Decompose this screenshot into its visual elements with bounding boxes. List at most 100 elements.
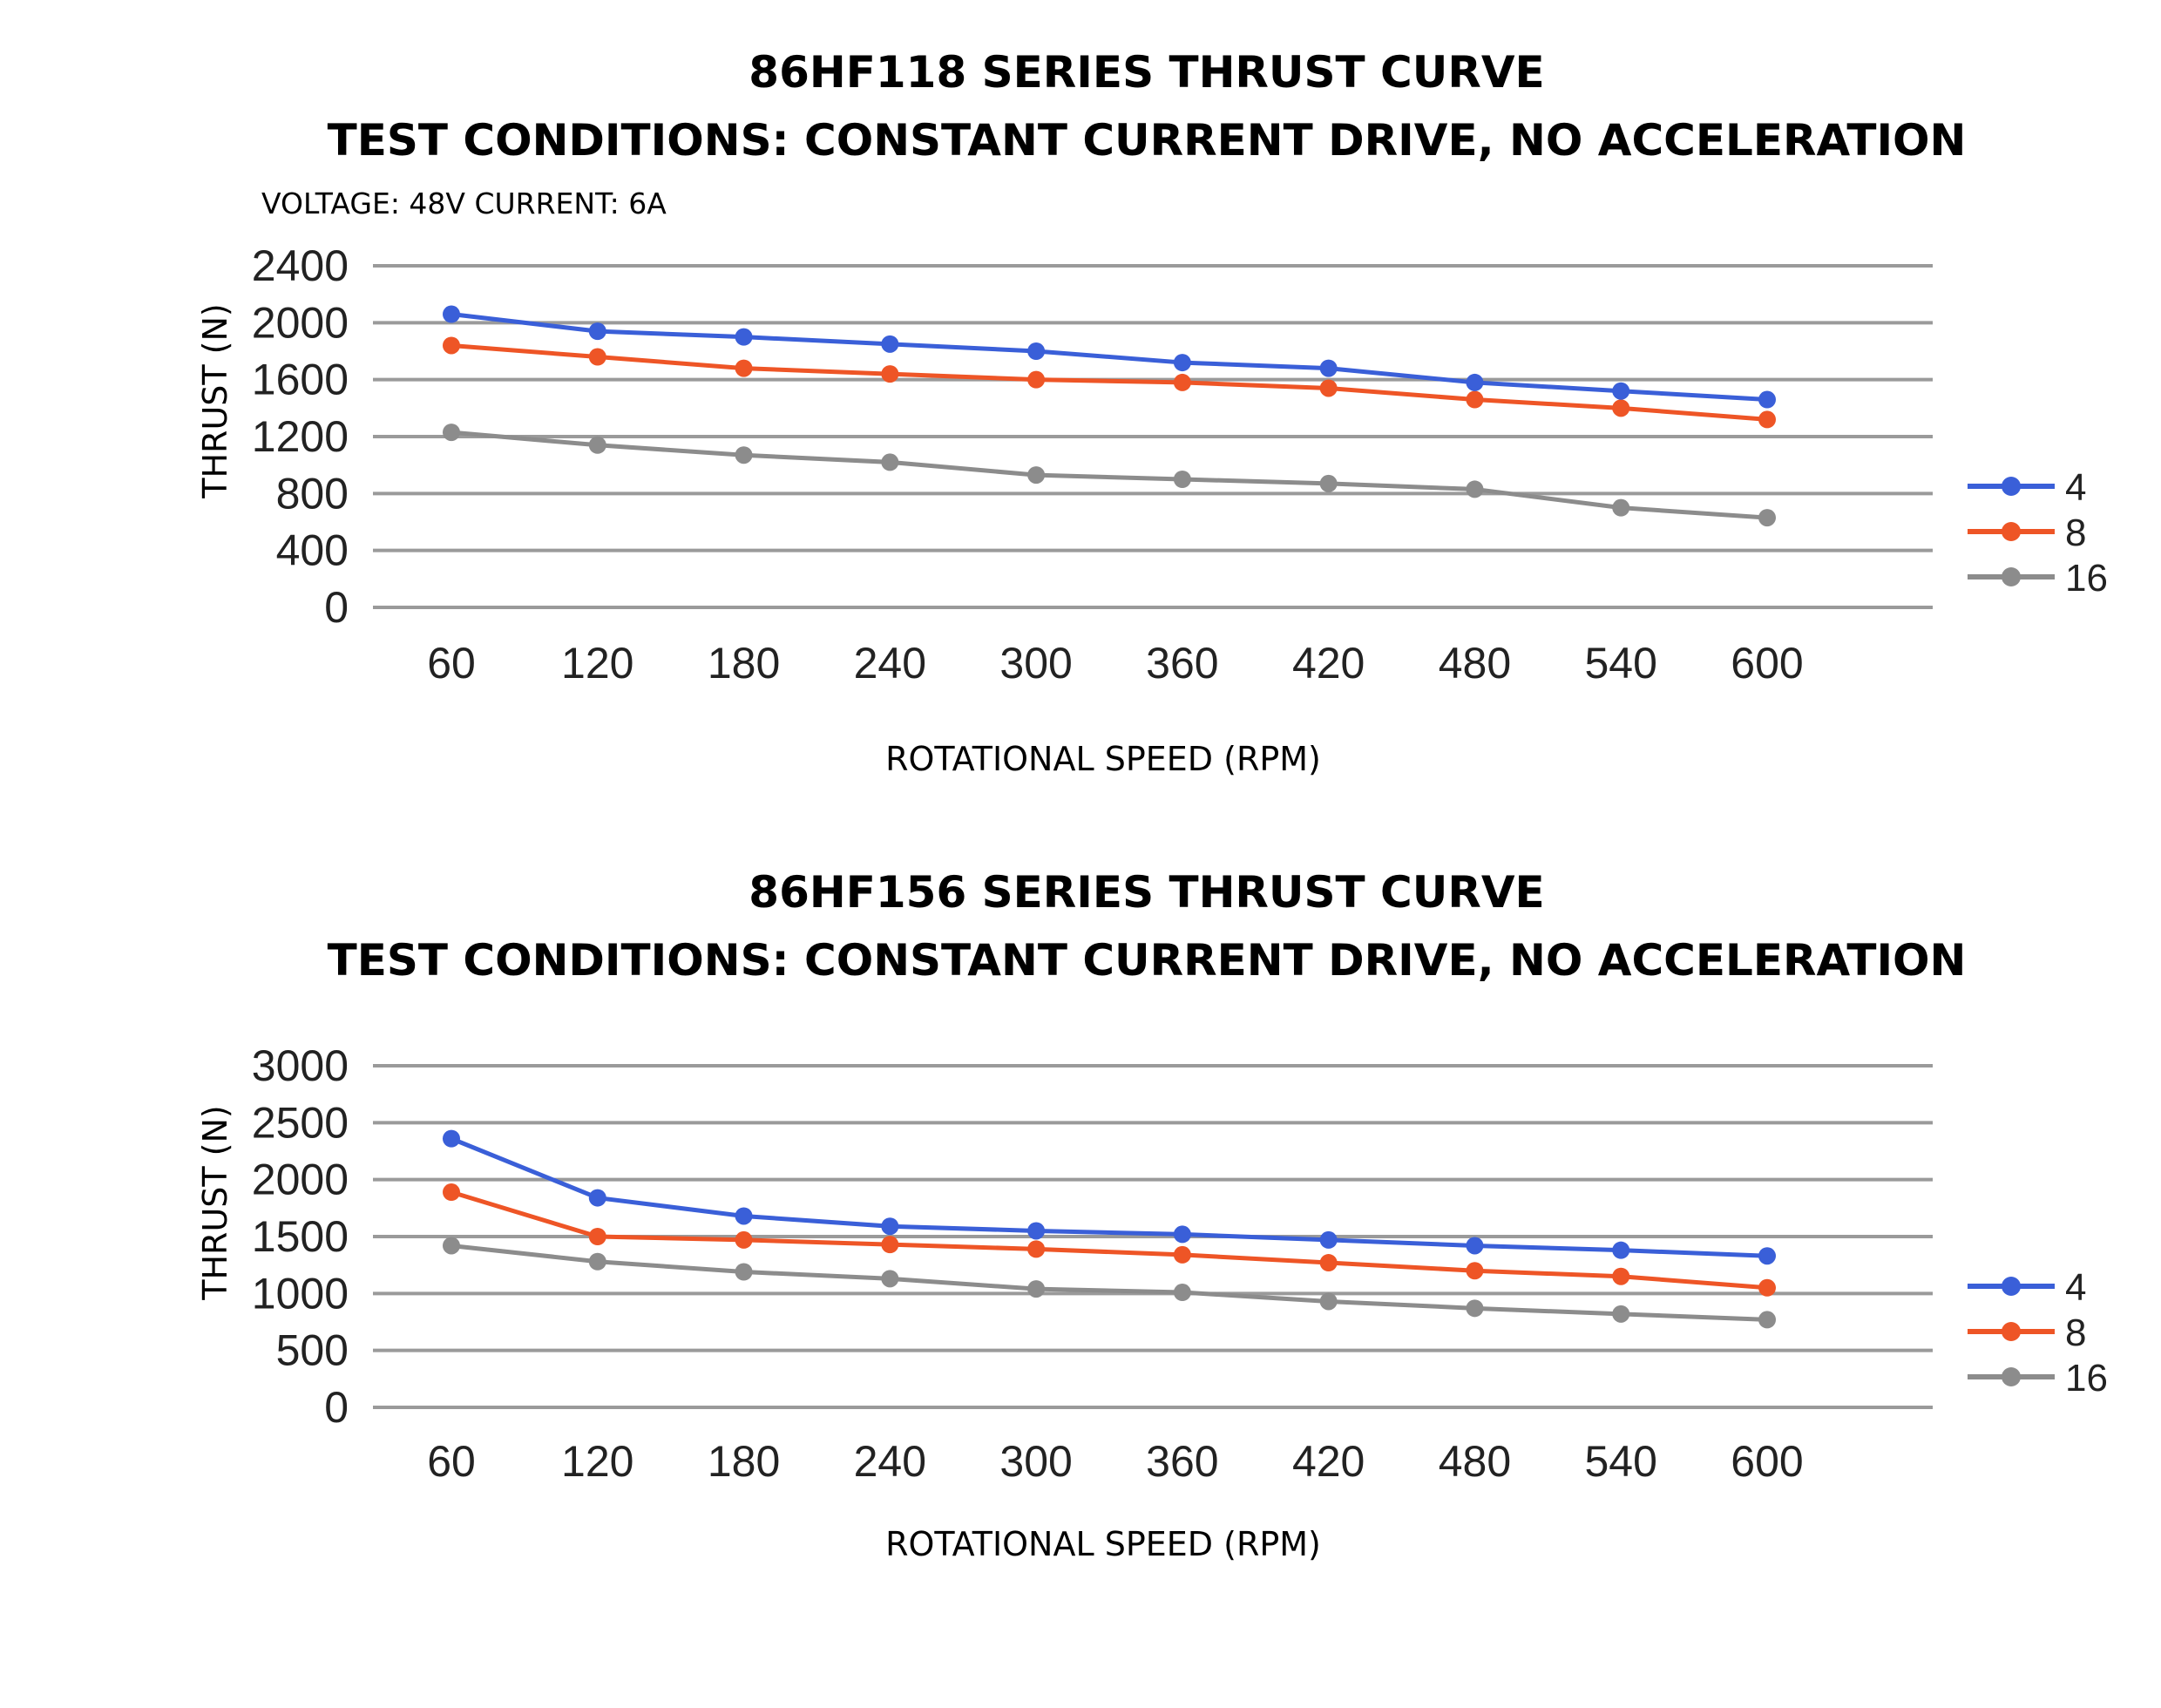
data-point bbox=[1173, 1225, 1191, 1244]
data-point bbox=[1173, 1284, 1191, 1302]
x-tick-label: 240 bbox=[854, 639, 926, 688]
x-tick-label: 480 bbox=[1439, 1437, 1511, 1486]
y-tick-label: 1600 bbox=[252, 356, 349, 404]
y-tick-label: 3000 bbox=[252, 1041, 349, 1090]
y-tick-label: 1000 bbox=[252, 1269, 349, 1318]
x-tick-label: 240 bbox=[854, 1437, 926, 1486]
data-point bbox=[588, 348, 606, 366]
data-point bbox=[1758, 1278, 1776, 1297]
legend-label: 4 bbox=[2065, 466, 2086, 509]
data-point bbox=[1612, 1267, 1630, 1285]
data-point bbox=[1466, 1262, 1484, 1280]
data-point bbox=[881, 335, 899, 353]
x-tick-label: 420 bbox=[1292, 1437, 1365, 1486]
series-lines bbox=[443, 305, 1776, 527]
data-point bbox=[1027, 1280, 1046, 1298]
x-tick-label: 120 bbox=[561, 1437, 633, 1486]
x-tick-labels: 60 120 180 240 300 360 420 480 540 600 bbox=[427, 1437, 1804, 1486]
data-point bbox=[443, 305, 460, 323]
data-point bbox=[881, 453, 899, 471]
legend-item-4: 4 bbox=[1968, 466, 2086, 509]
legend-item-8: 8 bbox=[1968, 1312, 2086, 1354]
data-point bbox=[1319, 1292, 1338, 1311]
legend-label: 16 bbox=[2065, 557, 2108, 600]
x-tick-label: 480 bbox=[1439, 639, 1511, 688]
legend-marker bbox=[2002, 567, 2021, 586]
data-point bbox=[881, 1270, 899, 1288]
x-tick-label: 300 bbox=[999, 1437, 1072, 1486]
data-point bbox=[881, 1236, 899, 1254]
data-point bbox=[1027, 1222, 1046, 1240]
data-point bbox=[735, 1263, 753, 1281]
series-8 bbox=[443, 1183, 1776, 1297]
data-point bbox=[588, 436, 606, 454]
data-point bbox=[443, 1129, 460, 1148]
legend-label: 8 bbox=[2065, 1312, 2086, 1354]
x-axis-label: ROTATIONAL SPEED (RPM) bbox=[885, 1525, 1321, 1563]
x-tick-label: 360 bbox=[1146, 1437, 1218, 1486]
series-8 bbox=[443, 336, 1776, 429]
legend-marker bbox=[2002, 522, 2021, 541]
chart-86hf118: 86HF118 SERIES THRUST CURVE TEST CONDITI… bbox=[196, 47, 2108, 778]
data-point bbox=[588, 1252, 606, 1271]
x-tick-label: 600 bbox=[1731, 1437, 1803, 1486]
data-point bbox=[1758, 390, 1776, 409]
data-point bbox=[1466, 390, 1484, 409]
series-4 bbox=[443, 305, 1776, 409]
data-point bbox=[1466, 1237, 1484, 1255]
data-point bbox=[881, 365, 899, 383]
data-point bbox=[1173, 471, 1191, 488]
legend-label: 8 bbox=[2065, 512, 2086, 554]
x-tick-label: 60 bbox=[427, 1437, 476, 1486]
data-point bbox=[1319, 379, 1338, 397]
data-point bbox=[1612, 498, 1630, 517]
legend-label: 16 bbox=[2065, 1357, 2108, 1400]
data-point bbox=[443, 1237, 460, 1255]
data-point bbox=[735, 328, 753, 346]
y-tick-label: 400 bbox=[276, 526, 349, 575]
data-point bbox=[1319, 1254, 1338, 1272]
series-line bbox=[450, 1190, 1768, 1291]
data-point bbox=[1466, 480, 1484, 498]
data-point bbox=[1758, 1247, 1776, 1265]
legend-item-4: 4 bbox=[1968, 1266, 2086, 1309]
series-line bbox=[450, 1243, 1768, 1322]
x-tick-label: 420 bbox=[1292, 639, 1365, 688]
legend-item-8: 8 bbox=[1968, 512, 2086, 554]
data-point bbox=[588, 1189, 606, 1207]
series-4 bbox=[443, 1129, 1776, 1265]
legend-item-16: 16 bbox=[1968, 557, 2108, 600]
y-axis-label: THRUST (N) bbox=[196, 303, 234, 499]
gridlines bbox=[373, 264, 1933, 609]
test-conditions: VOLTAGE: 48V CURRENT: 6A bbox=[261, 186, 667, 220]
series-lines bbox=[443, 1129, 1776, 1329]
data-point bbox=[588, 322, 606, 341]
data-point bbox=[1612, 382, 1630, 400]
y-tick-label: 2000 bbox=[252, 1156, 349, 1204]
data-point bbox=[1319, 359, 1338, 377]
series-16 bbox=[443, 1237, 1776, 1329]
data-point bbox=[735, 446, 753, 464]
y-tick-label: 0 bbox=[324, 1383, 349, 1432]
series-16 bbox=[443, 424, 1776, 527]
y-tick-label: 1200 bbox=[252, 412, 349, 461]
legend-marker bbox=[2002, 1277, 2021, 1296]
chart-title: 86HF156 SERIES THRUST CURVE bbox=[749, 867, 1544, 918]
y-tick-label: 2000 bbox=[252, 298, 349, 347]
data-point bbox=[1612, 1305, 1630, 1323]
data-point bbox=[1027, 466, 1046, 485]
y-tick-label: 2400 bbox=[252, 241, 349, 290]
x-tick-label: 540 bbox=[1585, 1437, 1657, 1486]
chart-subtitle: TEST CONDITIONS: CONSTANT CURRENT DRIVE,… bbox=[328, 935, 1967, 986]
data-point bbox=[1027, 370, 1046, 389]
legend-label: 4 bbox=[2065, 1266, 2086, 1309]
data-point bbox=[1027, 1240, 1046, 1258]
data-point bbox=[1758, 1311, 1776, 1329]
data-point bbox=[1466, 1299, 1484, 1318]
x-tick-label: 300 bbox=[999, 639, 1072, 688]
y-tick-label: 500 bbox=[276, 1326, 349, 1375]
x-axis-label: ROTATIONAL SPEED (RPM) bbox=[885, 740, 1321, 778]
x-tick-label: 60 bbox=[427, 639, 476, 688]
